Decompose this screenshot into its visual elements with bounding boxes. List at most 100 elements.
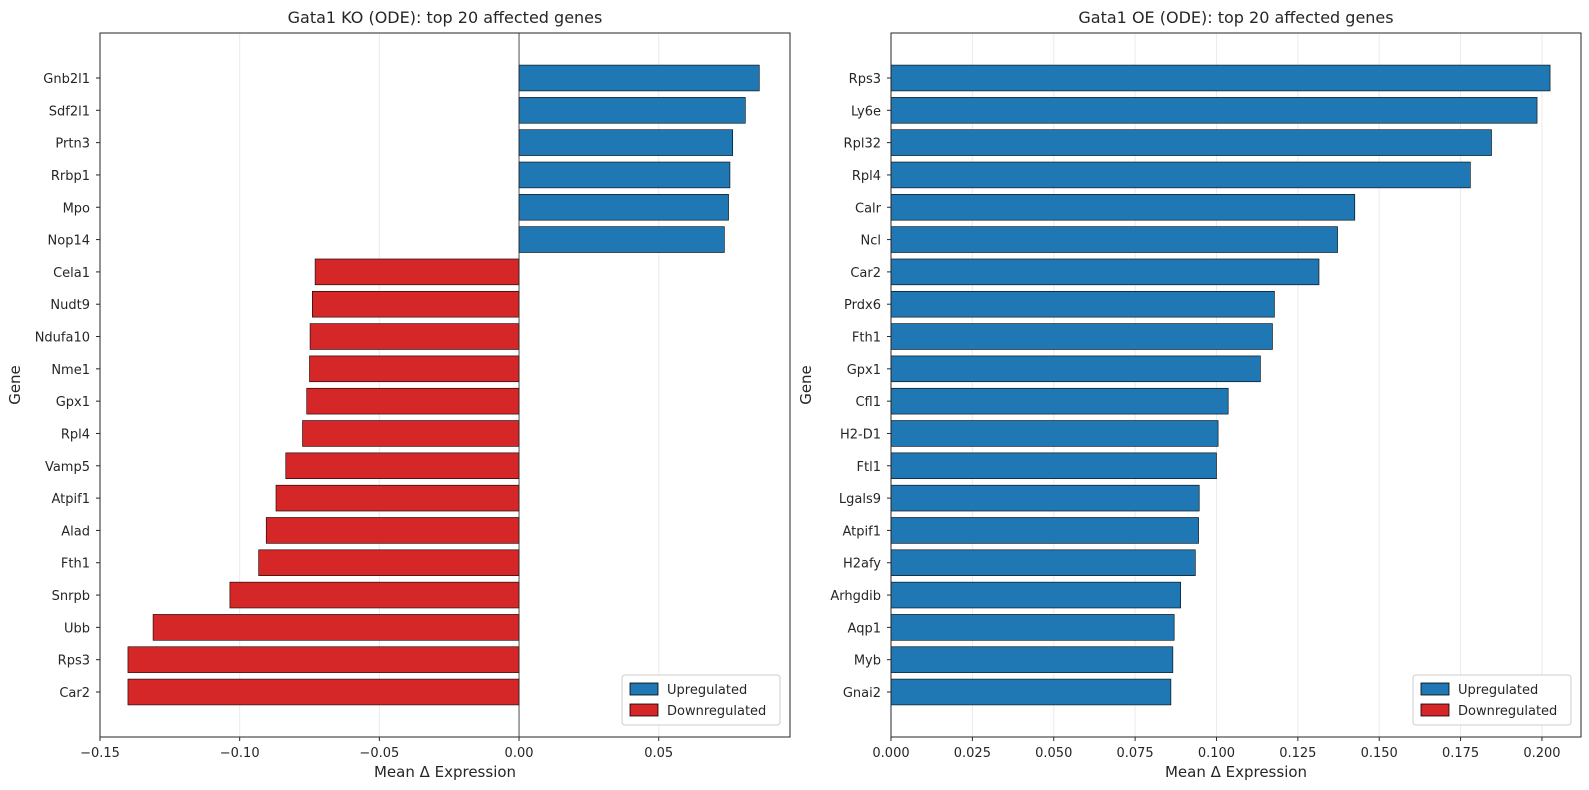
x-tick-label: −0.15: [80, 746, 120, 761]
bar-lgals9: [890, 484, 1200, 512]
y-tick-label: Atpif1: [843, 524, 881, 539]
bar-nudt9: [312, 290, 520, 318]
x-tick-label: 0.150: [1361, 746, 1398, 761]
y-tick-label: Rrbp1: [51, 169, 90, 184]
bar-rps3: [127, 646, 520, 673]
chart-title: Gata1 KO (ODE): top 20 affected genes: [288, 8, 603, 27]
y-tick-label: Sdf2l1: [49, 104, 90, 119]
y-tick-label: H2-D1: [840, 427, 881, 442]
bar-car2: [890, 258, 1320, 286]
legend: Upregulated Downregulated: [1412, 674, 1572, 726]
bar-aqp1: [890, 614, 1175, 641]
legend-label-down: Downregulated: [667, 704, 766, 719]
y-axis-label: Gene: [6, 365, 24, 405]
bar-gnb2l1: [518, 64, 760, 92]
y-tick-label: Cfl1: [855, 395, 881, 410]
bar-cela1: [314, 258, 520, 286]
bar-snrpb: [229, 581, 520, 609]
x-tick-label: 0.075: [1116, 746, 1153, 761]
legend-label-up: Upregulated: [667, 683, 747, 698]
bar-h2afy: [890, 549, 1196, 576]
bar-h2-d1: [890, 420, 1219, 447]
bar-ndufa10: [309, 323, 520, 350]
bar-rps3: [890, 64, 1551, 92]
x-tick-label: 0.050: [1035, 746, 1072, 761]
y-tick-label: Alad: [61, 524, 90, 539]
bar-rpl32: [890, 129, 1492, 156]
bar-calr: [890, 194, 1356, 221]
bar-ly6e: [890, 97, 1538, 124]
bar-gnai2: [890, 678, 1172, 706]
x-tick-label: 0.000: [872, 746, 909, 761]
y-tick-label: H2afy: [843, 557, 881, 572]
x-tick-label: −0.05: [359, 746, 399, 761]
bar-cfl1: [890, 387, 1229, 415]
y-tick-label: Gpx1: [56, 395, 90, 410]
bar-car2: [127, 678, 520, 706]
bar-nme1: [309, 355, 520, 383]
y-tick-label: Ncl: [861, 234, 881, 249]
bar-alad: [265, 517, 520, 544]
x-tick-label: −0.10: [220, 746, 260, 761]
chart-title: Gata1 OE (ODE): top 20 affected genes: [1078, 8, 1393, 27]
axes-frame: [890, 32, 1582, 738]
bar-ftl1: [890, 452, 1217, 480]
y-tick-label: Rps3: [849, 72, 881, 87]
y-tick-label: Mpo: [63, 201, 90, 216]
y-tick-label: Nudt9: [50, 298, 90, 313]
bar-rrbp1: [518, 161, 731, 189]
legend-swatch-up: [629, 682, 659, 696]
bar-mpo: [518, 194, 729, 221]
bars-group: [127, 64, 760, 706]
x-axis-label: Mean Δ Expression: [1165, 763, 1307, 781]
bars-group: [890, 64, 1551, 706]
y-tick-label: Cela1: [53, 266, 90, 281]
y-tick-label: Myb: [854, 654, 881, 669]
y-tick-label: Ubb: [64, 621, 90, 636]
y-tick-label: Atpif1: [52, 492, 90, 507]
bar-vamp5: [285, 452, 520, 480]
y-tick-label: Ftl1: [857, 460, 881, 475]
legend-box: [621, 674, 781, 726]
bar-fth1: [890, 323, 1273, 350]
bar-prdx6: [890, 290, 1275, 318]
legend: Upregulated Downregulated: [621, 674, 781, 726]
bar-gpx1: [890, 355, 1261, 383]
y-tick-label: Fth1: [852, 331, 881, 346]
x-tick-label: 0.175: [1442, 746, 1479, 761]
y-tick-label: Fth1: [61, 557, 90, 572]
y-tick-label: Rpl4: [852, 169, 881, 184]
legend-label-up: Upregulated: [1458, 683, 1538, 698]
axes-frame: [99, 32, 791, 738]
chart-panel-2: 0.000 0.025 0.050 0.075 0.100 0.125 0.150 0.175…: [797, 8, 1582, 781]
x-tick-label: 0.025: [954, 746, 991, 761]
x-tick-label: 0.200: [1523, 746, 1560, 761]
chart-panel-1: −0.15 −0.10 −0.05 0.00 0.05 Gnb2l1 Sdf2l1 Prtn3…: [6, 8, 791, 781]
legend-swatch-down: [629, 703, 659, 717]
y-axis-label: Gene: [797, 365, 815, 405]
y-tick-label: Rpl4: [61, 427, 90, 442]
y-tick-label: Car2: [59, 686, 90, 701]
x-axis-label: Mean Δ Expression: [374, 763, 516, 781]
y-tick-label: Aqp1: [848, 621, 881, 636]
bar-atpif1: [890, 517, 1199, 544]
bar-fth1: [258, 549, 520, 576]
y-tick-label: Nme1: [51, 363, 90, 378]
y-tick-label: Gnb2l1: [43, 72, 90, 87]
legend-swatch-up: [1420, 682, 1450, 696]
x-tick-label: 0.100: [1198, 746, 1235, 761]
bar-rpl4: [302, 420, 520, 447]
bar-sdf2l1: [518, 97, 746, 124]
x-tick-label: 0.05: [644, 746, 673, 761]
y-tick-label: Car2: [850, 266, 881, 281]
y-tick-label: Nop14: [48, 234, 90, 249]
y-tick-label: Gnai2: [843, 686, 881, 701]
x-tick-label: 0.125: [1279, 746, 1316, 761]
bar-ubb: [152, 614, 520, 641]
bar-myb: [890, 646, 1174, 673]
y-tick-label: Vamp5: [45, 460, 90, 475]
y-tick-label: Prtn3: [55, 137, 90, 152]
y-tick-label: Arhgdib: [830, 589, 881, 604]
legend-box: [1412, 674, 1572, 726]
